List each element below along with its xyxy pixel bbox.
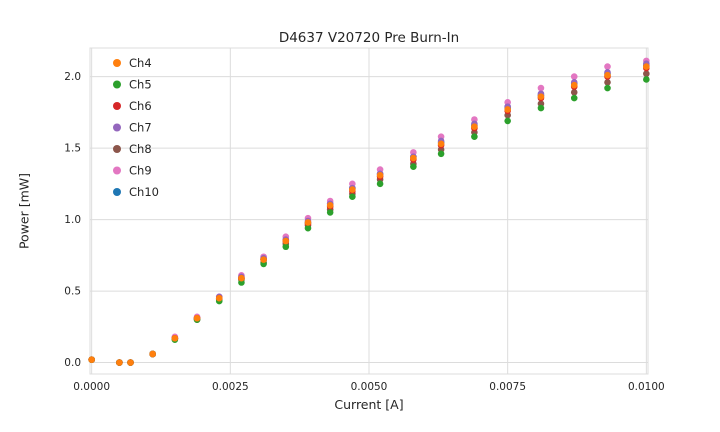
legend-marker-icon [113, 188, 121, 196]
data-point [604, 71, 611, 79]
data-point [471, 133, 478, 140]
legend-item-ch5: Ch5 [113, 78, 152, 92]
data-point [88, 356, 95, 364]
x-tick-label: 0.0025 [212, 381, 249, 393]
data-point [349, 186, 356, 193]
legend-item-ch6: Ch6 [113, 99, 152, 113]
data-point [570, 81, 578, 89]
data-point [570, 89, 578, 96]
legend: Ch4 Ch5 Ch6 Ch7 Ch8 Ch9 Ch10 [113, 56, 159, 199]
x-tick-label: 0.0075 [489, 381, 526, 393]
legend-marker-icon [113, 123, 121, 132]
x-axis-label: Current [A] [334, 397, 404, 412]
data-point [504, 106, 511, 113]
data-point [304, 224, 312, 232]
data-point [304, 219, 312, 226]
data-point [604, 79, 611, 86]
data-point [604, 84, 611, 92]
legend-label: Ch4 [129, 56, 152, 70]
legend-item-ch10: Ch10 [113, 185, 159, 199]
tick-labels: 0.0000 0.0025 0.0050 0.0075 0.0100 0.0 0.5 1.0 1… [64, 71, 664, 393]
data-point [376, 180, 384, 188]
data-point [349, 193, 356, 201]
data-point [116, 359, 123, 366]
gridlines [90, 48, 648, 374]
y-tick-label: 1.5 [64, 143, 81, 155]
data-point [282, 243, 290, 251]
data-point [537, 84, 545, 92]
legend-item-ch8: Ch8 [113, 142, 152, 156]
data-point [643, 76, 650, 83]
data-point [260, 256, 267, 263]
data-point [504, 117, 511, 125]
data-point [437, 150, 445, 158]
y-tick-label: 1.0 [64, 214, 81, 226]
x-tick-label: 0.0000 [73, 381, 110, 393]
y-tick-label: 0.5 [64, 286, 81, 298]
series-ch4 [88, 63, 650, 366]
x-tick-label: 0.0050 [351, 381, 388, 393]
legend-item-ch7: Ch7 [113, 121, 152, 135]
data-point [410, 163, 417, 170]
legend-label: Ch8 [129, 142, 152, 156]
data-point [326, 209, 334, 216]
legend-marker-icon [113, 145, 121, 153]
y-axis-label: Power [mW] [16, 172, 32, 250]
legend-label: Ch9 [129, 164, 152, 178]
chart-title: D4637 V20720 Pre Burn-In [278, 30, 460, 46]
legend-item-ch9: Ch9 [113, 164, 152, 178]
data-point [570, 94, 578, 102]
x-tick-label: 0.0100 [628, 381, 665, 393]
data-point [537, 93, 545, 100]
data-point [238, 274, 245, 282]
data-point [326, 201, 334, 209]
y-tick-label: 0.0 [64, 357, 81, 369]
data-point [149, 350, 156, 358]
legend-marker-icon [113, 80, 121, 89]
data-point [643, 63, 650, 70]
data-point [570, 73, 578, 80]
legend-marker-icon [113, 59, 121, 67]
legend-label: Ch10 [129, 185, 159, 199]
legend-label: Ch6 [129, 99, 152, 113]
y-tick-label: 2.0 [64, 71, 81, 83]
data-point [215, 294, 223, 302]
data-point [537, 104, 545, 112]
legend-marker-icon [113, 102, 121, 110]
legend-marker-icon [113, 166, 121, 175]
legend-label: Ch7 [129, 121, 152, 135]
data-point [376, 171, 384, 179]
data-point [437, 140, 445, 148]
data-point [171, 334, 179, 342]
legend-item-ch4: Ch4 [113, 56, 152, 70]
data-point [193, 314, 201, 322]
data-point [282, 237, 290, 245]
data-point [643, 70, 650, 78]
legend-label: Ch5 [129, 78, 152, 92]
data-point [471, 123, 478, 130]
data-point [604, 63, 611, 70]
data-point [127, 359, 134, 366]
data-point [410, 154, 417, 162]
